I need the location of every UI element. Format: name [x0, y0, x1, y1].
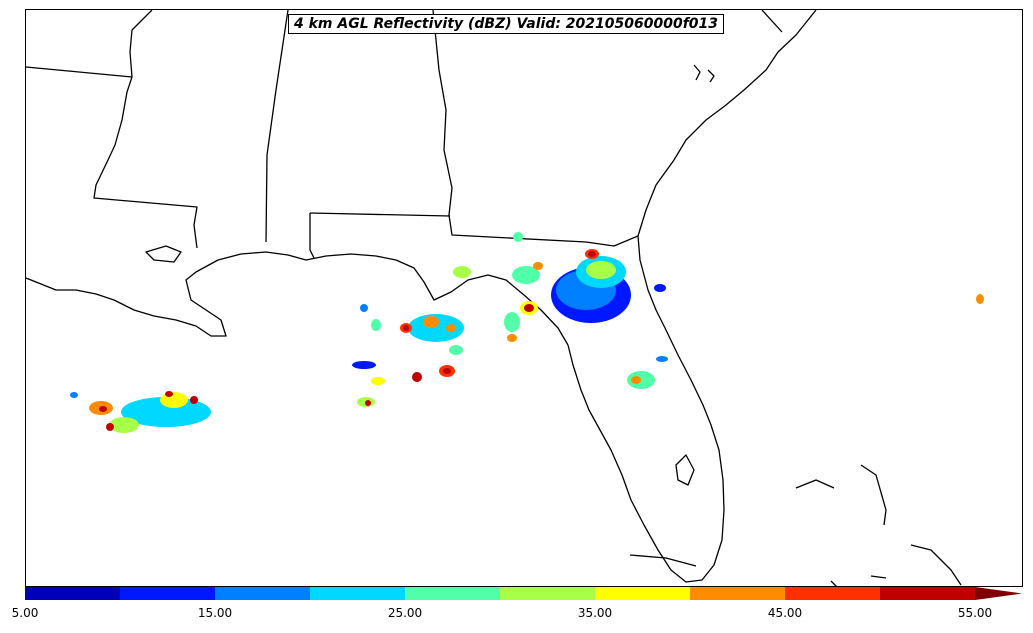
lake-small	[707, 69, 715, 83]
colorbar-segment	[310, 587, 405, 600]
echo-cell	[504, 312, 520, 332]
echo-cell	[453, 266, 471, 278]
echo-cell	[109, 417, 139, 433]
echo-cell	[507, 334, 517, 342]
colorbar-segment	[785, 587, 880, 600]
state-boundary	[26, 66, 198, 249]
colorbar-tick-label: 25.00	[387, 606, 423, 620]
colorbar-segment	[215, 587, 310, 600]
bahamas	[910, 544, 962, 586]
colorbar-tick-label: 15.00	[197, 606, 233, 620]
echo-cell	[371, 319, 381, 331]
echo-cell	[70, 392, 78, 398]
state-boundary	[129, 10, 153, 78]
echo-cell	[360, 304, 368, 312]
echo-cell	[106, 423, 114, 431]
echo-cell	[121, 397, 211, 427]
colorbar	[25, 587, 1022, 600]
colorbar-tick-label: 45.00	[767, 606, 803, 620]
colorbar-segment	[690, 587, 785, 600]
echo-cell	[656, 356, 668, 362]
echo-cell	[371, 377, 385, 385]
colorbar-extend-arrow	[975, 587, 1022, 600]
lake-okeechobee	[675, 454, 695, 486]
echo-cell	[654, 284, 666, 292]
island	[830, 580, 837, 586]
state-boundary	[309, 213, 315, 259]
colorbar-segment	[595, 587, 690, 600]
state-boundary	[761, 10, 783, 33]
echo-cell	[99, 406, 107, 412]
colorbar-segment	[880, 587, 975, 600]
state-boundary	[309, 212, 451, 217]
state-boundary	[432, 10, 639, 247]
echo-cell	[443, 368, 451, 374]
state-boundary	[265, 10, 289, 243]
echo-cell	[160, 392, 188, 408]
colorbar-segment	[25, 587, 120, 600]
colorbar-segment	[405, 587, 500, 600]
echo-cell	[586, 261, 616, 279]
coastline-atlantic	[567, 10, 817, 583]
echo-cell	[631, 376, 641, 384]
echo-cell	[365, 400, 371, 406]
colorbar-segment	[500, 587, 595, 600]
echo-cell	[408, 314, 464, 342]
echo-cell	[165, 391, 173, 397]
keys	[629, 554, 697, 567]
lake-small	[693, 64, 701, 81]
echo-cell	[412, 372, 422, 382]
reflectivity-echoes	[70, 232, 984, 433]
colorbar-segment	[120, 587, 215, 600]
map-outlines	[26, 10, 962, 586]
colorbar-tick-label: 35.00	[577, 606, 613, 620]
echo-cell	[423, 316, 439, 328]
echo-cell	[533, 262, 543, 270]
coastline-gulf	[26, 251, 569, 346]
echo-cell	[588, 251, 596, 257]
map-title: 4 km AGL Reflectivity (dBZ) Valid: 20210…	[288, 14, 725, 34]
echo-cell	[446, 324, 456, 332]
echo-cell	[449, 345, 463, 355]
echo-cell	[352, 361, 376, 369]
echo-cell	[512, 266, 540, 284]
colorbar-tick-label: 55.00	[957, 606, 993, 620]
bahamas	[795, 479, 835, 489]
island	[870, 575, 887, 579]
echo-cell	[403, 325, 409, 331]
echo-cell	[976, 294, 984, 304]
colorbar-tick-label: 5.00	[11, 606, 39, 620]
map-frame	[25, 9, 1023, 587]
echo-cell	[524, 304, 534, 312]
map-canvas	[26, 10, 984, 586]
echo-cell	[513, 232, 523, 242]
lake-pontchartrain	[145, 245, 182, 263]
echo-cell	[190, 396, 198, 404]
bahamas	[860, 464, 887, 526]
